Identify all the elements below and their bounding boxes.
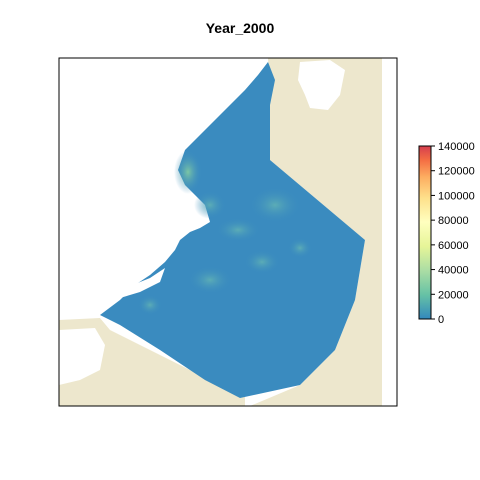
hotspot [216, 218, 260, 242]
hotspot [188, 266, 232, 294]
color-legend: 140000 120000 100000 80000 60000 40000 20000 0 [418, 141, 475, 326]
hotspot [194, 191, 226, 219]
legend-tick-label: 100000 [438, 190, 475, 202]
water-inlet [298, 60, 345, 110]
map-title: Year_2000 [205, 20, 275, 36]
hotspot [244, 250, 280, 274]
land-east [250, 58, 382, 406]
hotspot [288, 238, 312, 258]
land-southwest [59, 318, 245, 406]
legend-tick-label: 120000 [438, 166, 475, 178]
legend-tick-label: 20000 [438, 289, 469, 301]
legend-colorbar [418, 145, 432, 320]
legend-tick-label: 60000 [438, 240, 469, 252]
hotspot [174, 150, 202, 194]
map-panel [59, 58, 397, 406]
legend-tick-label: 80000 [438, 215, 469, 227]
legend-tick-label: 40000 [438, 265, 469, 277]
coastal-water [120, 268, 165, 298]
map-frame [58, 57, 398, 407]
hotspot [138, 295, 162, 315]
hotspot [249, 187, 301, 223]
legend-tick-label: 140000 [438, 141, 475, 153]
land-southwest-tip [59, 328, 105, 385]
legend-tick-label: 0 [438, 314, 444, 326]
